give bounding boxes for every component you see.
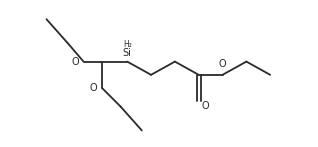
Text: O: O: [219, 59, 226, 69]
Text: H₂: H₂: [123, 40, 132, 49]
Text: O: O: [202, 101, 209, 111]
Text: O: O: [71, 57, 79, 67]
Text: Si: Si: [123, 48, 132, 58]
Text: O: O: [90, 83, 97, 93]
